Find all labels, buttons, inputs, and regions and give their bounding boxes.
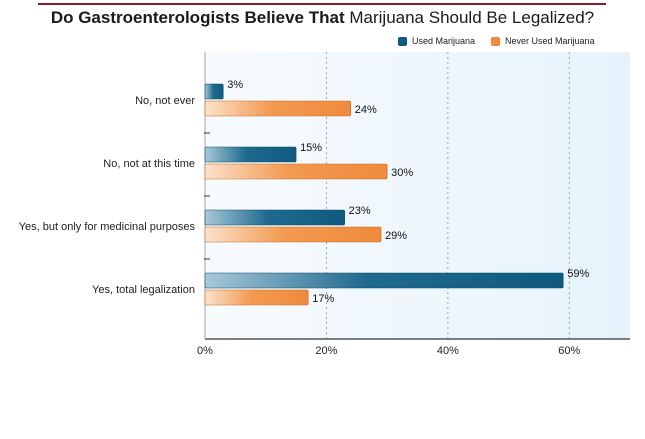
bar-never xyxy=(204,163,388,180)
data-label: 17% xyxy=(312,293,334,305)
category-label: No, not at this time xyxy=(103,158,195,170)
bar-never xyxy=(204,289,309,306)
chart-title: Do Gastroenterologists Believe That Mari… xyxy=(0,8,645,28)
legend-label-used: Used Marijuana xyxy=(412,36,476,46)
bar-never xyxy=(204,100,352,117)
bar-never xyxy=(204,226,382,243)
data-label: 59% xyxy=(567,268,589,280)
title-rule xyxy=(38,3,606,5)
chart-title-bold: Do Gastroenterologists Believe That xyxy=(50,8,345,27)
legend: Used Marijuana Never Used Marijuana xyxy=(398,36,611,46)
legend-item-used: Used Marijuana xyxy=(398,36,475,46)
category-label: No, not ever xyxy=(135,95,195,107)
data-label: 24% xyxy=(355,104,377,116)
data-label: 30% xyxy=(391,167,413,179)
legend-item-never: Never Used Marijuana xyxy=(491,36,595,46)
x-tick-label: 20% xyxy=(315,345,337,357)
category-label: Yes, but only for medicinal purposes xyxy=(19,221,196,233)
data-label: 23% xyxy=(349,205,371,217)
x-tick-label: 40% xyxy=(437,345,459,357)
bar-used xyxy=(204,272,564,289)
x-tick-label: 60% xyxy=(558,345,580,357)
bar-used xyxy=(204,146,297,163)
bar-used xyxy=(204,83,224,100)
legend-swatch-used xyxy=(398,36,407,46)
legend-label-never: Never Used Marijuana xyxy=(505,36,595,46)
bar-used xyxy=(204,209,345,226)
category-label: Yes, total legalization xyxy=(92,284,195,296)
chart-title-regular: Marijuana Should Be Legalized? xyxy=(349,8,595,27)
data-label: 29% xyxy=(385,230,407,242)
x-tick-label: 0% xyxy=(197,345,213,357)
data-label: 3% xyxy=(227,79,243,91)
data-label: 15% xyxy=(300,142,322,154)
legend-swatch-never xyxy=(491,36,501,46)
